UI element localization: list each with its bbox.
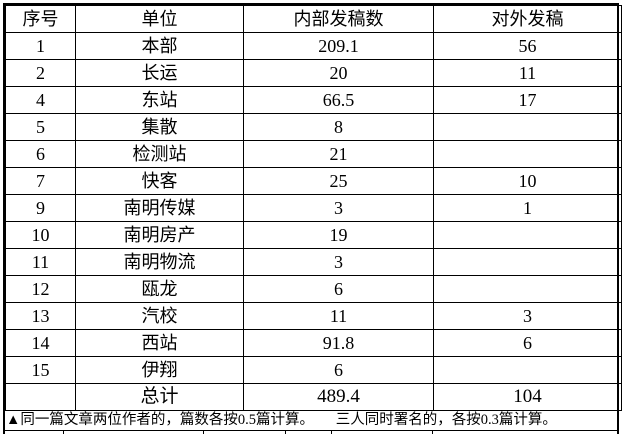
table-body: 1 本部 209.1 56 2 长运 20 11 4 东站 66.5 17 5 集散 8 6 检测站 21 7 快客 2… — [5, 32, 622, 411]
cell-unit: 本部 — [75, 32, 244, 60]
cell-serial: 5 — [5, 113, 76, 141]
cell-external: 1 — [433, 194, 622, 222]
cell-external: 11 — [433, 59, 622, 87]
cell-unit: 南明房产 — [75, 221, 244, 249]
cell-internal: 3 — [243, 194, 434, 222]
table-row: 5 集散 8 — [5, 113, 622, 141]
cell-serial: 15 — [5, 356, 76, 384]
publication-stats-table: 序号 单位 内部发稿数 对外发稿 1 本部 209.1 56 2 长运 20 11 4 东站 66.… — [5, 5, 622, 411]
cell-serial: 12 — [5, 275, 76, 303]
col-header-internal: 内部发稿数 — [243, 5, 434, 33]
cell-unit: 总计 — [75, 383, 244, 411]
footnote: ▲同一篇文章两位作者的，篇数各按0.5篇计算。 三人同时署名的，各按0.3篇计算… — [5, 411, 617, 431]
cell-internal: 20 — [243, 59, 434, 87]
cell-external: 10 — [433, 167, 622, 195]
total-row: 总计 489.4 104 — [5, 383, 622, 411]
col-header-external: 对外发稿 — [433, 5, 622, 33]
table-row: 15 伊翔 6 — [5, 356, 622, 384]
table-row: 2 长运 20 11 — [5, 59, 622, 87]
table-row: 12 瓯龙 6 — [5, 275, 622, 303]
cell-serial: 9 — [5, 194, 76, 222]
table-row: 6 检测站 21 — [5, 140, 622, 168]
report-sheet: 序号 单位 内部发稿数 对外发稿 1 本部 209.1 56 2 长运 20 11 4 东站 66.… — [3, 3, 622, 434]
cell-external: 6 — [433, 329, 622, 357]
cell-unit: 瓯龙 — [75, 275, 244, 303]
table-row: 10 南明房产 19 — [5, 221, 622, 249]
cell-internal: 91.8 — [243, 329, 434, 357]
table-row: 9 南明传媒 3 1 — [5, 194, 622, 222]
cell-internal: 8 — [243, 113, 434, 141]
cell-internal: 6 — [243, 275, 434, 303]
cell-external — [433, 248, 622, 276]
cell-serial: 6 — [5, 140, 76, 168]
cell-serial: 2 — [5, 59, 76, 87]
cell-external — [433, 356, 622, 384]
cell-serial: 10 — [5, 221, 76, 249]
cell-internal: 19 — [243, 221, 434, 249]
table-row: 11 南明物流 3 — [5, 248, 622, 276]
col-header-unit: 单位 — [75, 5, 244, 33]
cell-serial — [5, 383, 76, 411]
cell-external — [433, 221, 622, 249]
cell-unit: 南明物流 — [75, 248, 244, 276]
cell-external: 17 — [433, 86, 622, 114]
cell-external — [433, 113, 622, 141]
cell-internal: 209.1 — [243, 32, 434, 60]
cell-unit: 集散 — [75, 113, 244, 141]
cell-serial: 4 — [5, 86, 76, 114]
cell-internal: 25 — [243, 167, 434, 195]
cell-external: 3 — [433, 302, 622, 330]
cell-serial: 14 — [5, 329, 76, 357]
col-header-serial: 序号 — [5, 5, 76, 33]
cell-unit: 汽校 — [75, 302, 244, 330]
cell-external: 104 — [433, 383, 622, 411]
table-row: 4 东站 66.5 17 — [5, 86, 622, 114]
cell-unit: 南明传媒 — [75, 194, 244, 222]
table-row: 1 本部 209.1 56 — [5, 32, 622, 60]
header-row: 序号 单位 内部发稿数 对外发稿 — [5, 5, 622, 33]
table-row: 13 汽校 11 3 — [5, 302, 622, 330]
cell-internal: 21 — [243, 140, 434, 168]
table-row: 14 西站 91.8 6 — [5, 329, 622, 357]
cell-internal: 66.5 — [243, 86, 434, 114]
cell-internal: 489.4 — [243, 383, 434, 411]
cell-serial: 13 — [5, 302, 76, 330]
cell-unit: 长运 — [75, 59, 244, 87]
cell-unit: 伊翔 — [75, 356, 244, 384]
table-row: 7 快客 25 10 — [5, 167, 622, 195]
cell-serial: 1 — [5, 32, 76, 60]
cell-internal: 11 — [243, 302, 434, 330]
cell-external — [433, 275, 622, 303]
cell-unit: 东站 — [75, 86, 244, 114]
cell-external: 56 — [433, 32, 622, 60]
cell-unit: 快客 — [75, 167, 244, 195]
cell-unit: 西站 — [75, 329, 244, 357]
cell-external — [433, 140, 622, 168]
cell-internal: 3 — [243, 248, 434, 276]
cell-serial: 7 — [5, 167, 76, 195]
cell-internal: 6 — [243, 356, 434, 384]
cell-unit: 检测站 — [75, 140, 244, 168]
cell-serial: 11 — [5, 248, 76, 276]
